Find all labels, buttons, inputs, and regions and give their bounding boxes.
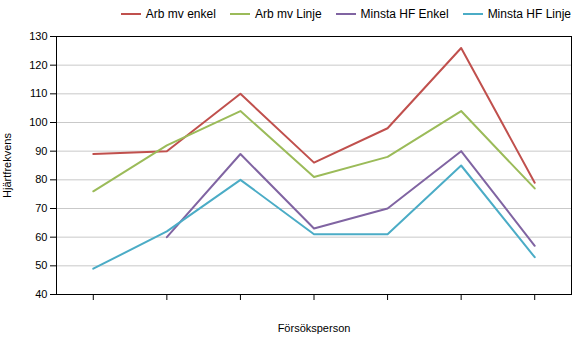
svg-text:60: 60 <box>35 231 47 243</box>
svg-text:110: 110 <box>30 87 48 99</box>
html-text:Minsta HF Enkel: Minsta HF Enkel <box>360 7 449 21</box>
html-text:Arb mv enkel: Arb mv enkel <box>145 7 216 21</box>
svg-text:130: 130 <box>29 30 47 42</box>
html-text:Minsta HF Linje: Minsta HF Linje <box>487 7 571 21</box>
svg-text:Hjärtfrekvens: Hjärtfrekvens <box>1 133 13 198</box>
html-text:Arb mv Linje: Arb mv Linje <box>254 7 322 21</box>
svg-text:90: 90 <box>35 145 47 157</box>
svg-text:120: 120 <box>29 59 47 71</box>
svg-text:100: 100 <box>29 116 47 128</box>
svg-text:Försöksperson: Försöksperson <box>278 322 351 334</box>
svg-text:40: 40 <box>35 288 47 300</box>
svg-text:50: 50 <box>35 259 47 271</box>
svg-text:80: 80 <box>35 173 47 185</box>
svg-text:70: 70 <box>35 202 47 214</box>
